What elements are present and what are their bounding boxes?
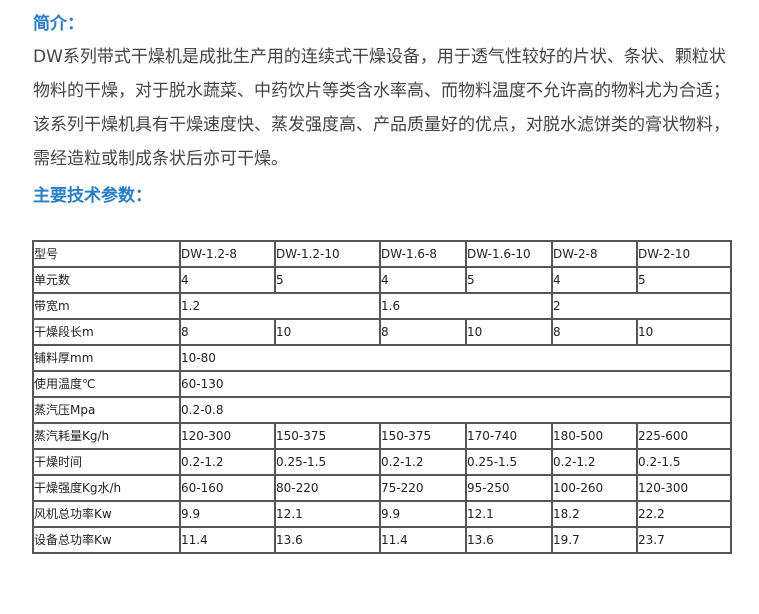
table-cell: 0.2-1.2 [179,448,276,476]
table-cell: 150-375 [274,422,381,450]
table-row: 蒸汽耗量Kg/h 120-300 150-375 150-375 170-740 180-… [32,422,732,450]
table-cell: 5 [274,266,381,294]
table-row: 型号 DW-1.2-8 DW-1.2-10 DW-1.6-8 DW-1.6-10 DW-2… [32,240,732,268]
table-cell: 4 [551,266,638,294]
table-cell: 13.6 [465,526,553,554]
table-cell: 1.6 [379,292,553,320]
row-label: 铺料厚mm [32,344,181,372]
table-cell: 23.7 [636,526,732,554]
table-cell: 5 [636,266,732,294]
table-cell: 10-80 [179,344,732,372]
table-cell: 22.2 [636,500,732,528]
table-cell: 8 [179,318,276,346]
table-row: 干燥段长m 8 10 8 10 8 10 [32,318,732,346]
table-cell: DW-2-8 [551,240,638,268]
table-cell: DW-1.2-8 [179,240,276,268]
table-cell: 100-260 [551,474,638,502]
row-label: 使用温度℃ [32,370,181,398]
table-cell: 8 [551,318,638,346]
table-cell: DW-1.6-8 [379,240,467,268]
table-cell: 75-220 [379,474,467,502]
row-label: 设备总功率Kw [32,526,181,554]
row-label: 风机总功率Kw [32,500,181,528]
table-cell: 0.2-1.2 [551,448,638,476]
table-cell: 80-220 [274,474,381,502]
table-cell: 170-740 [465,422,553,450]
row-label: 干燥段长m [32,318,181,346]
table-cell: 10 [636,318,732,346]
table-cell: 5 [465,266,553,294]
specs-table: 型号 DW-1.2-8 DW-1.2-10 DW-1.6-8 DW-1.6-10 DW-2… [32,240,732,554]
table-cell: 180-500 [551,422,638,450]
intro-text: DW系列带式干燥机是成批生产用的连续式干燥设备，用于透气性较好的片状、条状、颗粒… [33,6,738,176]
row-label: 干燥强度Kg水/h [32,474,181,502]
table-cell: 2 [551,292,732,320]
table-row: 蒸汽压Mpa 0.2-0.8 [32,396,732,424]
table-row: 使用温度℃ 60-130 [32,370,732,398]
table-cell: 12.1 [465,500,553,528]
table-cell: 1.2 [179,292,381,320]
table-cell: 60-160 [179,474,276,502]
table-cell: 10 [465,318,553,346]
table-row: 风机总功率Kw 9.9 12.1 9.9 12.1 18.2 22.2 [32,500,732,528]
table-cell: 9.9 [179,500,276,528]
table-cell: 120-300 [636,474,732,502]
table-cell: 60-130 [179,370,732,398]
intro-body: DW系列带式干燥机是成批生产用的连续式干燥设备，用于透气性较好的片状、条状、颗粒… [33,47,730,169]
table-row: 带宽m 1.2 1.6 2 [32,292,732,320]
table-cell: 10 [274,318,381,346]
table-cell: 12.1 [274,500,381,528]
table-cell: 4 [379,266,467,294]
table-cell: 0.2-0.8 [179,396,732,424]
table-cell: DW-1.6-10 [465,240,553,268]
table-cell: 18.2 [551,500,638,528]
table-cell: 11.4 [379,526,467,554]
row-label: 型号 [32,240,181,268]
table-cell: 0.25-1.5 [465,448,553,476]
table-cell: 225-600 [636,422,732,450]
table-cell: DW-2-10 [636,240,732,268]
table-row: 干燥时间 0.2-1.2 0.25-1.5 0.2-1.2 0.25-1.5 0.2-1.… [32,448,732,476]
table-row: 设备总功率Kw 11.4 13.6 11.4 13.6 19.7 23.7 [32,526,732,554]
table-cell: 0.2-1.5 [636,448,732,476]
intro-heading: 简介： [33,14,84,34]
row-label: 单元数 [32,266,181,294]
table-cell: 4 [179,266,276,294]
table-cell: 13.6 [274,526,381,554]
table-cell: 0.25-1.5 [274,448,381,476]
row-label: 干燥时间 [32,448,181,476]
table-row: 单元数 4 5 4 5 4 5 [32,266,732,294]
table-cell: 95-250 [465,474,553,502]
table-cell: 120-300 [179,422,276,450]
table-cell: 11.4 [179,526,276,554]
table-row: 铺料厚mm 10-80 [32,344,732,372]
row-label: 带宽m [32,292,181,320]
table-row: 干燥强度Kg水/h 60-160 80-220 75-220 95-250 100-260… [32,474,732,502]
table-cell: 9.9 [379,500,467,528]
table-cell: DW-1.2-10 [274,240,381,268]
table-cell: 8 [379,318,467,346]
table-cell: 0.2-1.2 [379,448,467,476]
row-label: 蒸汽压Mpa [32,396,181,424]
table-cell: 150-375 [379,422,467,450]
row-label: 蒸汽耗量Kg/h [32,422,181,450]
params-heading: 主要技术参数： [33,186,152,206]
table-cell: 19.7 [551,526,638,554]
